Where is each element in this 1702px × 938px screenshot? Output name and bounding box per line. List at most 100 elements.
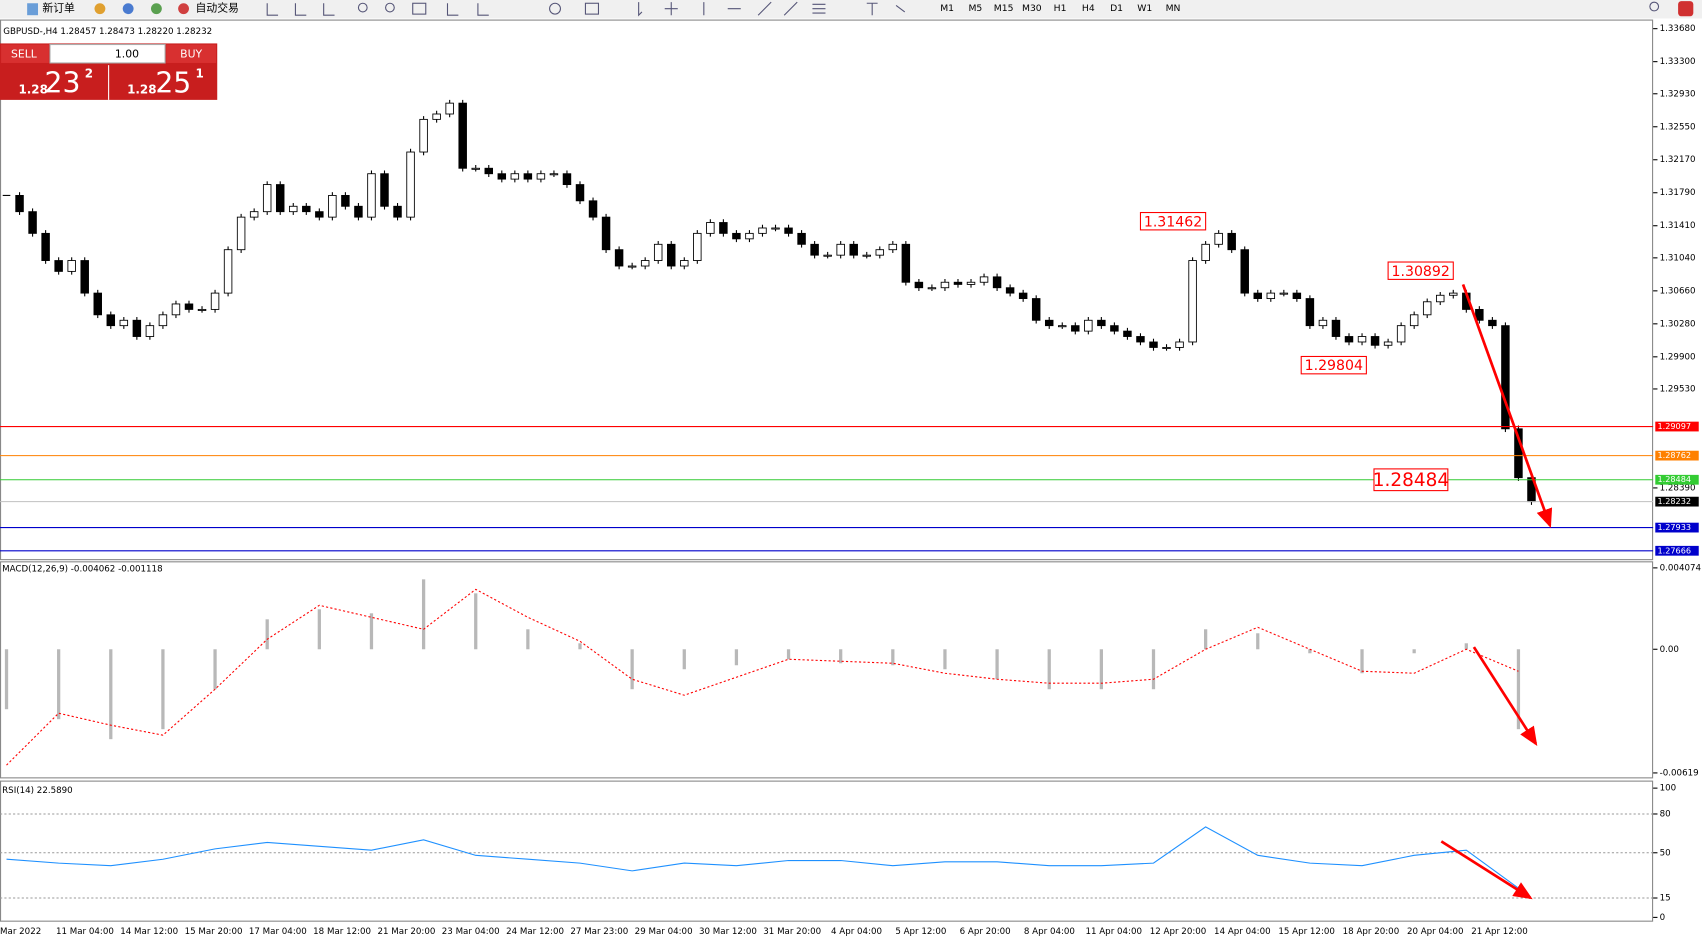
candle <box>875 249 885 256</box>
toolbar-icon[interactable] <box>446 3 489 16</box>
y-tick-label: 1.33300 <box>1660 57 1696 67</box>
price-line-tag <box>1655 545 1699 556</box>
timeframe-button[interactable]: W1 <box>1137 3 1152 14</box>
sell-label[interactable]: SELL <box>11 47 37 60</box>
candle <box>80 260 89 294</box>
y-tick-label: 80 <box>1660 809 1671 819</box>
search[interactable] <box>1649 1 1660 12</box>
candle <box>1240 249 1249 294</box>
buy-price-big[interactable]: 25 <box>155 67 191 100</box>
zoom-out[interactable] <box>385 2 395 13</box>
timeframe-button[interactable]: H1 <box>1054 3 1067 14</box>
candle <box>1331 319 1341 337</box>
new-order-button[interactable]: 新订单 <box>42 1 75 15</box>
macd-bar <box>1516 649 1521 730</box>
candle <box>432 113 441 120</box>
sell-price-sup[interactable]: 2 <box>85 66 93 80</box>
candle <box>1357 336 1367 343</box>
candle <box>197 308 207 311</box>
trend-arrow <box>1461 283 1553 529</box>
candle <box>210 292 220 310</box>
candle <box>171 303 181 316</box>
chart-type-icons[interactable] <box>266 3 335 16</box>
y-tick-label: 50 <box>1660 848 1671 858</box>
auto-trading-button[interactable]: 自动交易 <box>196 1 239 15</box>
candle <box>497 173 507 180</box>
price-annotation: 1.29804 <box>1305 358 1363 374</box>
toolbar-icon[interactable] <box>122 3 134 15</box>
candle <box>315 211 324 218</box>
y-tick-label: 1.29530 <box>1660 384 1696 394</box>
macd-bar <box>943 649 947 670</box>
trend-arrow <box>1472 646 1538 746</box>
price-line-tag <box>1655 421 1699 432</box>
candle <box>719 222 728 234</box>
macd-bar <box>1047 649 1051 690</box>
candle <box>797 232 806 245</box>
candle <box>93 292 102 316</box>
candle <box>914 281 924 289</box>
price-annotation: 1.30892 <box>1392 264 1450 280</box>
price-line-label: 1.28232 <box>1657 496 1691 506</box>
timeframe-button[interactable]: M5 <box>968 3 982 14</box>
y-tick-label: 100 <box>1660 784 1677 794</box>
timeframe-button[interactable]: D1 <box>1110 3 1123 14</box>
buy-button[interactable] <box>166 44 217 63</box>
price-line-tag <box>1655 450 1699 461</box>
toolbar-icon[interactable] <box>94 3 106 15</box>
rsi-panel <box>0 780 1654 922</box>
macd-bar <box>474 593 478 650</box>
rsi-chart <box>0 813 1654 899</box>
period-icon[interactable] <box>549 2 561 15</box>
candle <box>1136 336 1145 343</box>
timeframe-button[interactable]: M1 <box>940 3 954 14</box>
auto-trading-icon[interactable] <box>178 3 189 15</box>
macd-bar <box>57 649 61 720</box>
y-tick-label: 1.30660 <box>1660 286 1696 296</box>
lot-input[interactable] <box>49 43 166 64</box>
timeframe-button[interactable]: M30 <box>1022 3 1042 14</box>
buy-price-prefix[interactable]: 1.28 <box>127 83 156 97</box>
drawing-tools[interactable] <box>638 1 906 17</box>
price-line-label: 1.27933 <box>1657 522 1691 532</box>
candle <box>1084 319 1093 332</box>
timeframe-button[interactable]: M15 <box>994 3 1014 14</box>
macd-bar <box>578 643 582 650</box>
candle <box>445 102 454 115</box>
x-tick-label: 23 Mar 04:00 <box>442 927 500 937</box>
zoom-in[interactable] <box>357 2 368 13</box>
candle <box>1488 319 1497 327</box>
template-icon[interactable] <box>584 2 600 15</box>
candle <box>1475 308 1484 321</box>
timeframe-button[interactable]: H4 <box>1082 3 1095 14</box>
lot-value[interactable]: 1.00 <box>115 47 139 60</box>
buy-price-sup[interactable]: 1 <box>196 66 204 80</box>
sell-price-big[interactable]: 23 <box>45 67 81 100</box>
x-tick-label: 31 Mar 20:00 <box>763 927 821 937</box>
toolbar <box>0 0 1702 19</box>
macd-bar <box>995 649 999 680</box>
timeframe-button[interactable]: MN <box>1166 3 1181 14</box>
price-annotation-box <box>1300 355 1367 375</box>
sell-price-prefix[interactable]: 1.28 <box>18 83 47 97</box>
candle <box>1383 341 1393 346</box>
y-tick-label: 15 <box>1660 894 1671 904</box>
candle <box>1514 428 1523 479</box>
x-tick-label: 6 Apr 20:00 <box>960 927 1011 937</box>
tile-icon[interactable] <box>412 2 427 15</box>
sell-button[interactable] <box>1 44 49 63</box>
alert-icon[interactable] <box>1678 1 1694 17</box>
macd-bar <box>786 649 791 660</box>
candle <box>810 243 819 256</box>
candle <box>1214 232 1223 245</box>
new-order-icon[interactable] <box>27 3 39 16</box>
x-tick-label: 18 Mar 12:00 <box>313 927 371 937</box>
x-tick-label: 17 Mar 04:00 <box>249 927 307 937</box>
symbol-info: GBPUSD-,H4 1.28457 1.28473 1.28220 1.282… <box>3 27 212 37</box>
timeframe-bar: M1 M5 M15 M30 H1 H4 D1 W1 MN <box>940 3 1180 14</box>
y-tick-label: 1.31410 <box>1660 221 1696 231</box>
toolbar-icon[interactable] <box>150 3 162 15</box>
buy-label[interactable]: BUY <box>180 47 202 60</box>
axes: 1.33680 1.33300 1.32930 1.32550 1.32170 1.317… <box>0 24 1701 937</box>
